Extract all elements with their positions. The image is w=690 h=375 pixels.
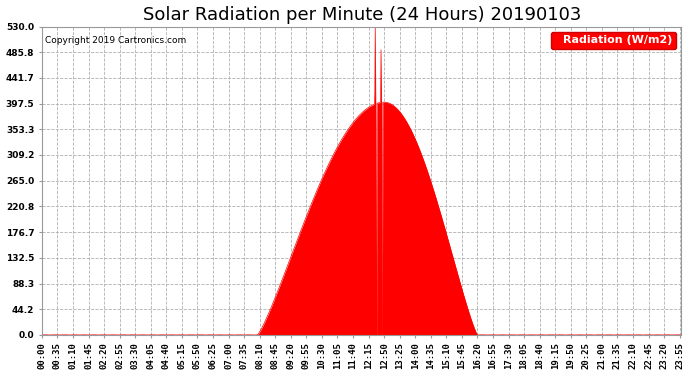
Legend: Radiation (W/m2): Radiation (W/m2) — [551, 32, 676, 49]
Title: Solar Radiation per Minute (24 Hours) 20190103: Solar Radiation per Minute (24 Hours) 20… — [143, 6, 581, 24]
Text: Copyright 2019 Cartronics.com: Copyright 2019 Cartronics.com — [45, 36, 186, 45]
